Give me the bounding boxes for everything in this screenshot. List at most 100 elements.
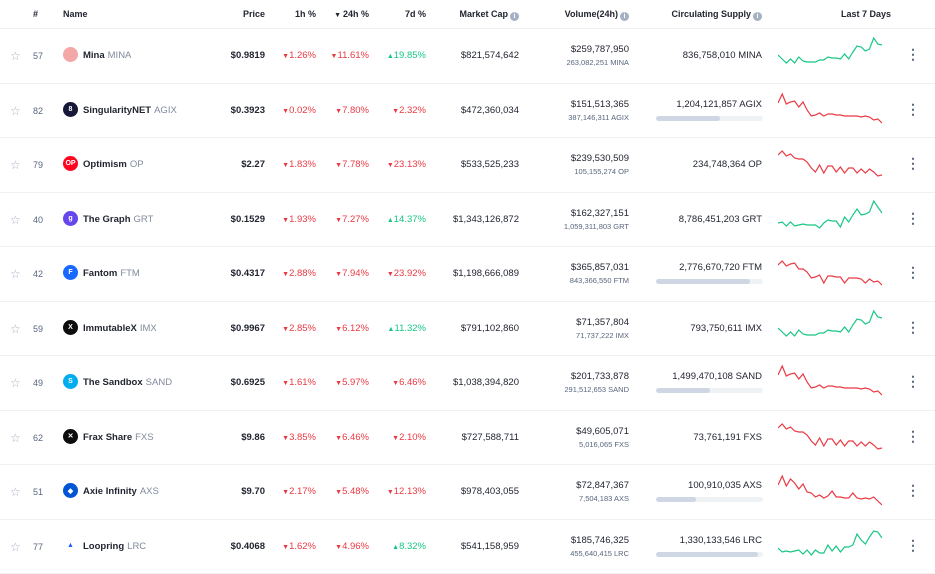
volume-usd-link[interactable]: $365,857,031 [571, 262, 629, 273]
header-7d[interactable]: 7d % [405, 9, 426, 19]
sparkline-7d[interactable] [778, 417, 882, 460]
more-options-icon[interactable]: ⋮ [906, 482, 919, 499]
star-icon[interactable]: ☆ [10, 267, 21, 281]
star-icon[interactable]: ☆ [10, 104, 21, 118]
info-icon[interactable]: i [620, 12, 629, 21]
header-1h[interactable]: 1h % [295, 9, 316, 19]
star-icon[interactable]: ☆ [10, 485, 21, 499]
more-options-icon[interactable]: ⋮ [906, 46, 919, 63]
header-rank[interactable]: # [33, 9, 38, 19]
sparkline-7d[interactable] [778, 144, 882, 187]
header-name[interactable]: Name [63, 9, 88, 19]
volume-usd-link[interactable]: $72,847,367 [576, 480, 629, 491]
star-icon[interactable]: ☆ [10, 322, 21, 336]
volume-coin: 843,366,550 FTM [570, 276, 629, 285]
volume-usd-link[interactable]: $151,513,365 [571, 99, 629, 110]
volume-usd-link[interactable]: $162,327,151 [571, 208, 629, 219]
sparkline-path [778, 94, 882, 123]
change-1h-value: 0.02% [289, 105, 316, 116]
coin-symbol: OP [130, 159, 144, 170]
more-options-icon[interactable]: ⋮ [906, 101, 919, 118]
sparkline-7d[interactable] [778, 362, 882, 405]
sparkline-7d[interactable] [778, 308, 882, 351]
star-icon[interactable]: ☆ [10, 540, 21, 554]
change-7d: ▼2.10% [392, 432, 426, 443]
sparkline-svg [778, 90, 882, 130]
more-options-icon[interactable]: ⋮ [906, 264, 919, 281]
sparkline-path [778, 261, 882, 285]
header-volume[interactable]: Volume(24h)i [565, 9, 629, 21]
header-24h[interactable]: ▼ 24h % [334, 9, 369, 19]
change-24h: ▼7.27% [335, 214, 369, 225]
volume-usd-link[interactable]: $185,746,325 [571, 535, 629, 546]
star-icon[interactable]: ☆ [10, 213, 21, 227]
volume-usd-link[interactable]: $259,787,950 [571, 44, 629, 55]
sparkline-7d[interactable] [778, 199, 882, 242]
info-icon[interactable]: i [510, 12, 519, 21]
star-icon[interactable]: ☆ [10, 431, 21, 445]
up-arrow-icon: ▲ [387, 53, 394, 60]
change-1h-value: 1.83% [289, 159, 316, 170]
more-options-icon[interactable]: ⋮ [906, 319, 919, 336]
header-24h-label: 24h % [343, 9, 369, 19]
header-price[interactable]: Price [243, 9, 265, 19]
price: $0.9967 [231, 323, 265, 334]
info-icon[interactable]: i [753, 12, 762, 21]
more-options-icon[interactable]: ⋮ [906, 537, 919, 554]
market-cap: $1,198,666,089 [453, 268, 519, 279]
star-icon[interactable]: ☆ [10, 158, 21, 172]
coin-symbol: GRT [134, 214, 154, 225]
sparkline-7d[interactable] [778, 526, 882, 569]
sparkline-7d[interactable] [778, 90, 882, 133]
volume-usd-link[interactable]: $49,605,071 [576, 426, 629, 437]
supply-progress-fill [656, 388, 710, 393]
sparkline-7d[interactable] [778, 253, 882, 296]
more-options-icon[interactable]: ⋮ [906, 155, 919, 172]
more-options-icon[interactable]: ⋮ [906, 210, 919, 227]
volume-usd-link[interactable]: $71,357,804 [576, 317, 629, 328]
market-cap: $472,360,034 [461, 105, 519, 116]
change-7d-value: 14.37% [394, 214, 426, 225]
star-icon[interactable]: ☆ [10, 376, 21, 390]
market-cap: $978,403,055 [461, 486, 519, 497]
rank: 77 [33, 542, 43, 552]
market-cap: $727,588,711 [462, 432, 519, 443]
volume-coin: 291,512,653 SAND [564, 385, 629, 394]
sparkline-svg [778, 362, 882, 402]
sparkline-path [778, 476, 882, 505]
volume-usd-link[interactable]: $201,733,878 [571, 371, 629, 382]
coin-name: Loopring [83, 541, 124, 552]
sparkline-7d[interactable] [778, 35, 882, 78]
more-options-icon[interactable]: ⋮ [906, 428, 919, 445]
volume-usd-link[interactable]: $239,530,509 [571, 153, 629, 164]
sparkline-7d[interactable] [778, 471, 882, 514]
change-7d-value: 6.46% [399, 377, 426, 388]
price: $9.70 [241, 486, 265, 497]
more-options-icon[interactable]: ⋮ [906, 373, 919, 390]
change-7d: ▼6.46% [392, 377, 426, 388]
star-icon[interactable]: ☆ [10, 49, 21, 63]
